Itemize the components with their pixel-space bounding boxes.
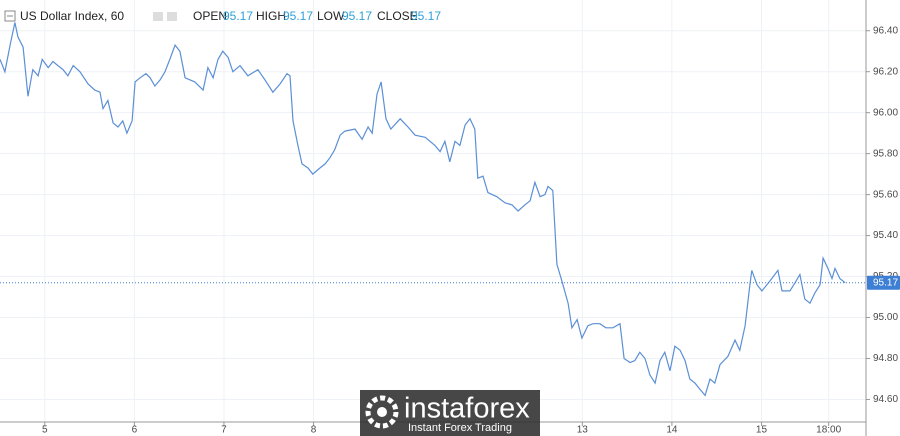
chart-title: US Dollar Index, 60 bbox=[20, 9, 124, 23]
x-tick-label: 14 bbox=[666, 425, 678, 436]
ohlc-value: 95.17 bbox=[411, 9, 441, 23]
x-tick-label: 6 bbox=[132, 425, 138, 436]
settings-icon[interactable] bbox=[153, 12, 163, 21]
x-tick-label: 5 bbox=[42, 425, 48, 436]
ohlc-value: 95.17 bbox=[283, 9, 313, 23]
y-tick-label: 94.60 bbox=[873, 394, 898, 405]
x-tick-label: 8 bbox=[311, 425, 317, 436]
grid bbox=[0, 0, 866, 422]
watermark-tagline: Instant Forex Trading bbox=[408, 422, 512, 434]
x-tick-label: 15 bbox=[756, 425, 768, 436]
y-tick-label: 95.00 bbox=[873, 312, 898, 323]
last-price-label: 95.17 bbox=[873, 277, 898, 288]
y-tick-label: 95.80 bbox=[873, 148, 898, 159]
y-tick-label: 94.80 bbox=[873, 353, 898, 364]
x-tick-label: 7 bbox=[221, 425, 227, 436]
menu-icon[interactable] bbox=[4, 10, 16, 22]
y-tick-label: 96.40 bbox=[873, 25, 898, 36]
price-line bbox=[0, 22, 846, 397]
x-tick-label: 13 bbox=[577, 425, 589, 436]
eye-icon[interactable] bbox=[167, 12, 177, 21]
ohlc-label: HIGH bbox=[256, 9, 286, 23]
x-tick-label: 18:00 bbox=[816, 425, 841, 436]
ohlc-value: 95.17 bbox=[342, 9, 372, 23]
ohlc-label: LOW bbox=[317, 9, 345, 23]
ohlc-label: OPEN bbox=[193, 9, 227, 23]
last-price-box bbox=[867, 275, 900, 290]
ohlc-label: CLOSE bbox=[377, 9, 418, 23]
y-tick-label: 96.00 bbox=[873, 107, 898, 118]
watermark-logo-core bbox=[377, 407, 387, 417]
ohlc-value: 95.17 bbox=[223, 9, 253, 23]
y-tick-label: 96.20 bbox=[873, 66, 898, 77]
y-tick-label: 95.40 bbox=[873, 230, 898, 241]
y-tick-label: 95.60 bbox=[873, 189, 898, 200]
watermark-logo bbox=[365, 395, 399, 429]
watermark-brand: instaforex bbox=[404, 393, 530, 425]
